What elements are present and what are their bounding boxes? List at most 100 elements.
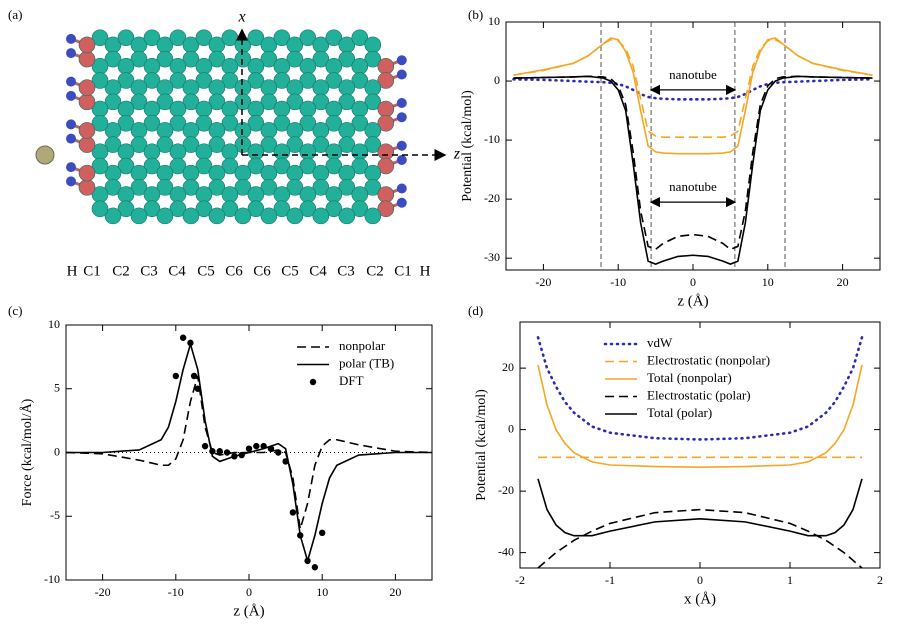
carbon-atom — [234, 164, 252, 182]
atom-label: C3 — [140, 263, 158, 279]
plot-frame — [505, 21, 881, 271]
y-tick-label: 0 — [494, 73, 500, 87]
atom-label: C5 — [281, 263, 299, 279]
carbon-atom — [156, 207, 174, 225]
atom-label: C6 — [225, 263, 243, 279]
y-tick-label: 10 — [488, 14, 500, 28]
legend-marker — [309, 378, 317, 386]
carbon-atom — [325, 114, 343, 132]
carbon-atom — [364, 122, 382, 139]
carbon-atom — [208, 122, 226, 139]
annotation: nanotube — [669, 67, 717, 82]
hydrogen-atom — [396, 112, 407, 123]
carbon-atom — [299, 100, 317, 118]
carbon-atom — [78, 136, 96, 153]
carbon-atom — [169, 200, 187, 218]
y-tick-label: -10 — [44, 572, 60, 586]
atom-label: C2 — [112, 263, 130, 279]
atom-label: C4 — [309, 263, 327, 279]
carbon-atom — [351, 200, 369, 218]
carbon-atom — [234, 122, 252, 139]
carbon-atom — [364, 50, 382, 68]
hydrogen-atom — [66, 76, 77, 87]
legend-label: vdW — [647, 335, 673, 350]
carbon-atom — [143, 200, 161, 218]
carbon-atom — [234, 179, 252, 196]
carbon-atom — [377, 143, 395, 161]
carbon-atom — [117, 186, 135, 203]
x-tick-label: 10 — [762, 275, 774, 289]
hydrogen-atom — [66, 119, 77, 130]
carbon-atom — [104, 179, 122, 196]
carbon-atom — [143, 57, 161, 75]
atom-label: C4 — [168, 263, 186, 279]
legend-label: DFT — [339, 373, 364, 388]
carbon-atom — [286, 122, 304, 139]
carbon-atom — [156, 122, 174, 139]
carbon-atom — [169, 143, 187, 161]
carbon-atom — [364, 79, 382, 96]
carbon-atom — [208, 207, 226, 225]
carbon-atom — [91, 200, 109, 218]
carbon-atom — [156, 136, 174, 153]
carbon-atom — [221, 57, 239, 75]
carbon-atom — [234, 136, 252, 153]
carbon-atom — [130, 136, 148, 153]
carbon-atom — [234, 207, 252, 225]
x-tick-label: 10 — [316, 585, 328, 599]
carbon-atom — [260, 164, 278, 182]
x-tick-label: -20 — [95, 585, 111, 599]
data-point — [216, 448, 223, 455]
carbon-atom — [130, 93, 148, 111]
carbon-atom — [130, 50, 148, 68]
carbon-atom — [104, 136, 122, 153]
carbon-atom — [273, 100, 291, 118]
carbon-atom — [377, 157, 395, 175]
carbon-atom — [156, 79, 174, 96]
y-tick-label: 5 — [54, 381, 60, 395]
carbon-atom — [273, 57, 291, 75]
carbon-atom — [156, 93, 174, 111]
carbon-atom — [195, 114, 213, 132]
carbon-atom — [312, 164, 330, 182]
carbon-atom — [338, 79, 356, 96]
carbon-atom — [247, 143, 265, 161]
carbon-atom — [338, 93, 356, 111]
carbon-atom — [351, 100, 369, 118]
panel-label: (a) — [8, 7, 22, 22]
carbon-atom — [260, 93, 278, 111]
hydrogen-atom — [396, 197, 407, 208]
data-point — [194, 385, 201, 392]
atom-label: H — [67, 263, 78, 279]
carbon-atom — [208, 79, 226, 96]
x-tick-label: 20 — [837, 275, 849, 289]
carbon-atom — [208, 50, 226, 68]
carbon-atom — [312, 179, 330, 196]
data-point — [289, 509, 297, 516]
hydrogen-atom — [66, 133, 77, 144]
carbon-atom — [338, 50, 356, 68]
carbon-atom — [91, 157, 109, 175]
carbon-atom — [377, 200, 395, 218]
carbon-atom — [169, 57, 187, 75]
y-tick-label: 0 — [508, 421, 514, 435]
carbon-atom — [78, 79, 96, 96]
carbon-atom — [78, 93, 96, 111]
panel-label: (c) — [8, 303, 22, 318]
carbon-atom — [78, 122, 96, 139]
hydrogen-atom — [66, 176, 77, 187]
y-tick-label: -10 — [484, 132, 500, 146]
y-axis-title: Force (kcal/mol/Å) — [19, 398, 35, 506]
atom-label: C1 — [83, 263, 101, 279]
data-line — [66, 341, 432, 564]
data-point — [275, 449, 282, 456]
carbon-atom — [182, 136, 200, 153]
carbon-atom — [208, 164, 226, 182]
data-line — [513, 38, 873, 138]
carbon-atom — [364, 179, 382, 196]
carbon-atom — [247, 72, 265, 89]
carbon-atom — [325, 72, 343, 89]
carbon-atom — [130, 179, 148, 196]
carbon-atom — [299, 157, 317, 175]
atom-label: C2 — [366, 263, 384, 279]
